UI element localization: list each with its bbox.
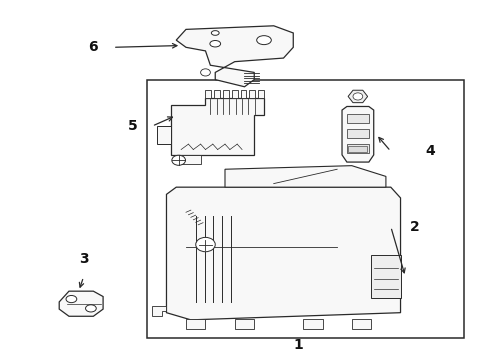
Text: 4: 4	[424, 144, 434, 158]
Text: 2: 2	[409, 220, 419, 234]
Ellipse shape	[209, 41, 220, 47]
Text: 3: 3	[79, 252, 88, 266]
Bar	[214, 90, 220, 98]
Polygon shape	[152, 306, 166, 316]
Circle shape	[171, 155, 185, 165]
Bar	[346, 129, 368, 138]
Bar	[240, 90, 246, 98]
Circle shape	[200, 69, 210, 76]
Bar	[303, 319, 322, 329]
Bar	[205, 90, 211, 98]
Ellipse shape	[211, 31, 219, 35]
Bar	[223, 90, 228, 98]
Polygon shape	[341, 107, 373, 162]
Bar	[231, 90, 237, 98]
Polygon shape	[166, 187, 400, 320]
Polygon shape	[171, 98, 264, 155]
Bar	[258, 90, 264, 98]
Polygon shape	[176, 26, 293, 87]
Bar	[346, 144, 368, 153]
Text: 1: 1	[293, 338, 303, 352]
Bar	[347, 145, 366, 152]
Ellipse shape	[85, 305, 96, 312]
Bar	[346, 114, 368, 123]
Bar	[185, 319, 205, 329]
Polygon shape	[181, 155, 200, 164]
Bar	[147, 80, 463, 338]
Text: 6: 6	[88, 40, 98, 54]
Polygon shape	[59, 291, 103, 316]
Bar	[249, 90, 255, 98]
Ellipse shape	[256, 36, 271, 45]
Bar	[234, 319, 254, 329]
Bar	[351, 319, 370, 329]
Polygon shape	[224, 166, 385, 187]
Polygon shape	[157, 126, 171, 144]
Polygon shape	[370, 255, 400, 298]
Ellipse shape	[66, 296, 77, 303]
Circle shape	[195, 237, 215, 252]
Circle shape	[352, 93, 362, 100]
Text: 5: 5	[127, 119, 137, 133]
